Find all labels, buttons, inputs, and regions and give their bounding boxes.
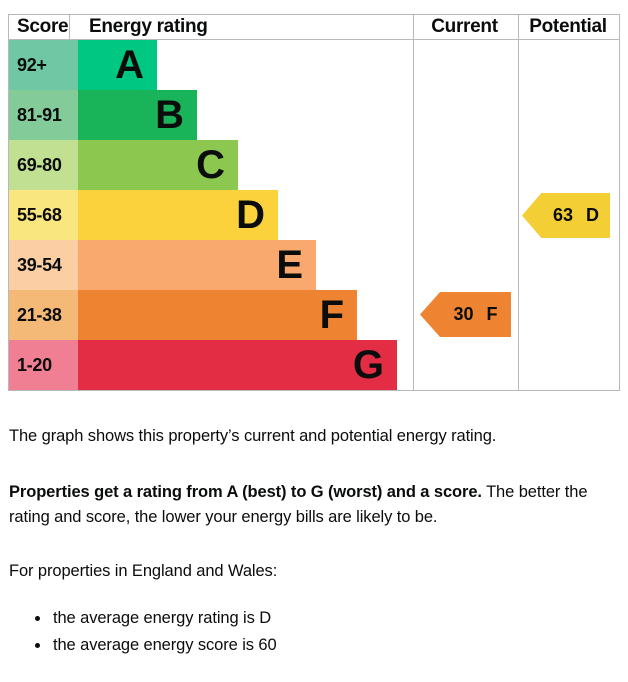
chart-description: The graph shows this property’s current … — [9, 424, 625, 659]
band-row-g: 1-20 G — [9, 340, 619, 390]
rating-bar-d: D — [78, 190, 278, 240]
england-wales-intro-text: For properties in England and Wales: — [9, 562, 278, 580]
rating-bar-b: B — [78, 90, 197, 140]
header-current: Current — [431, 16, 498, 37]
average-score-item: the average energy score is 60 — [51, 632, 625, 658]
score-range-d: 55-68 — [9, 190, 78, 240]
current-rating-arrow: 30 F — [420, 292, 511, 337]
column-divider-current — [413, 15, 414, 390]
rating-bar-e: E — [78, 240, 316, 290]
rating-bar-c: C — [78, 140, 238, 190]
rating-explanation-text: Properties get a rating from A (best) to… — [9, 480, 625, 530]
current-score: 30 — [453, 304, 474, 324]
band-row-d: 55-68 D — [9, 190, 619, 240]
band-row-f: 21-38 F — [9, 290, 619, 340]
score-range-a: 92+ — [9, 40, 78, 90]
rating-explanation-rest: The better the rating and score, the low… — [9, 483, 588, 526]
column-divider-score — [69, 15, 70, 40]
header-score: Score — [17, 16, 69, 37]
band-row-a: 92+ A — [9, 40, 619, 90]
rating-bar-g: G — [78, 340, 397, 390]
rating-bar-f: F — [78, 290, 357, 340]
rating-explanation-bold: Properties get a rating from A (best) to… — [9, 483, 482, 501]
potential-rating-letter: D — [586, 205, 600, 225]
score-range-b: 81-91 — [9, 90, 78, 140]
score-range-c: 69-80 — [9, 140, 78, 190]
score-range-e: 39-54 — [9, 240, 78, 290]
score-range-f: 21-38 — [9, 290, 78, 340]
header-potential: Potential — [529, 16, 607, 37]
rating-bar-a: A — [78, 40, 157, 90]
band-row-b: 81-91 B — [9, 90, 619, 140]
band-row-c: 69-80 C — [9, 140, 619, 190]
graph-summary-text: The graph shows this property’s current … — [9, 427, 497, 445]
average-stats-list: the average energy rating is D the avera… — [9, 605, 625, 658]
energy-rating-chart: Score Energy rating Current Potential 92… — [8, 14, 620, 391]
current-rating-letter: F — [486, 304, 498, 324]
chart-header-row: Score Energy rating Current Potential — [9, 15, 619, 40]
potential-score: 63 — [552, 205, 574, 225]
column-divider-potential — [518, 15, 519, 390]
score-range-g: 1-20 — [9, 340, 78, 390]
header-energy-rating: Energy rating — [89, 16, 208, 37]
band-row-e: 39-54 E — [9, 240, 619, 290]
potential-rating-arrow: 63 D — [522, 193, 610, 238]
average-rating-item: the average energy rating is D — [51, 605, 625, 631]
